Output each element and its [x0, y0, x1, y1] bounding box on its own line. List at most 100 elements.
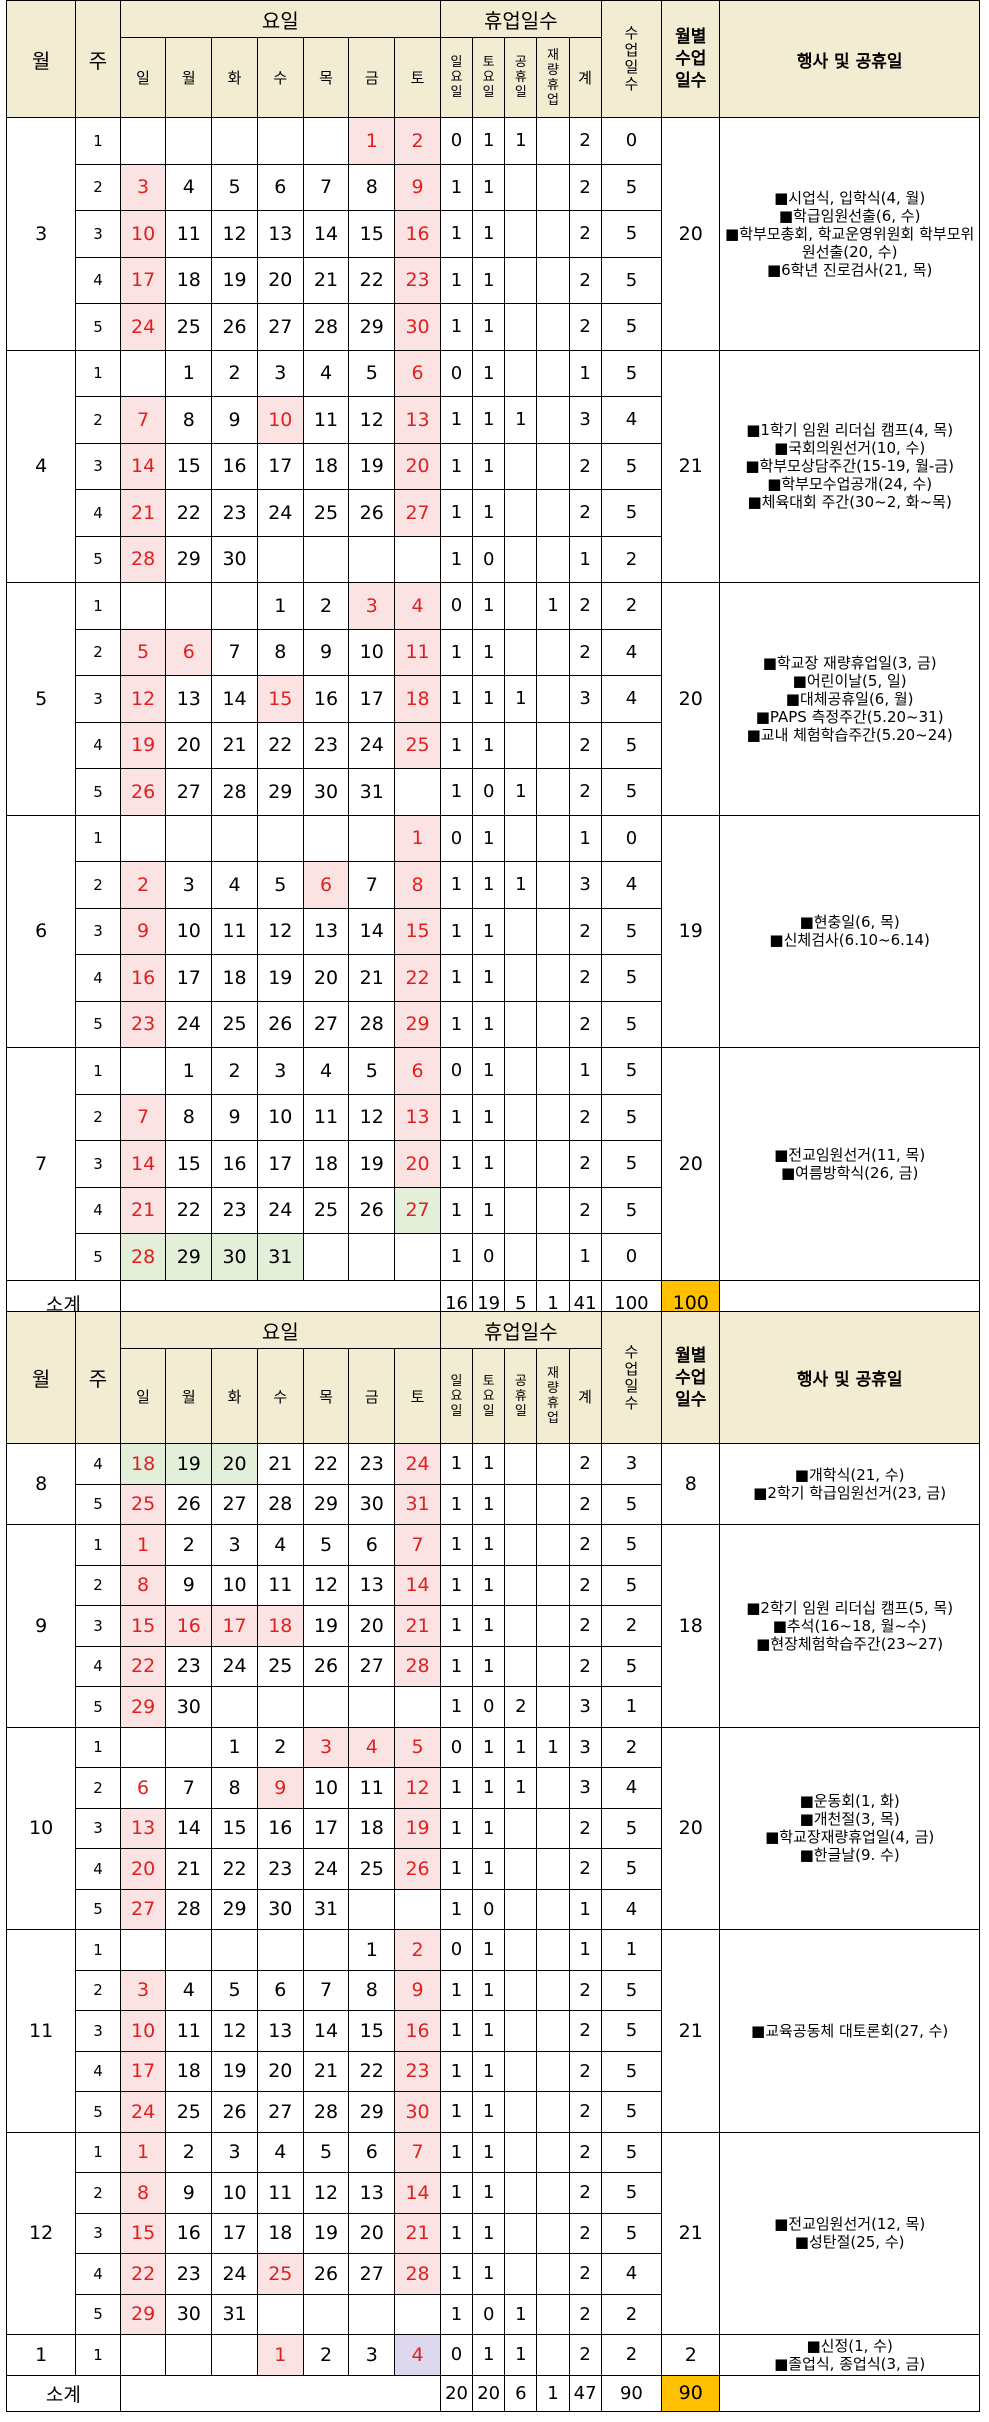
holiday-count-cell: 1 — [472, 303, 506, 351]
day-cell: 9 — [394, 1969, 441, 2011]
total-cell: 2 — [568, 1186, 602, 1234]
class-days-cell: 5 — [600, 954, 663, 1002]
day-cell — [119, 814, 167, 862]
holiday-count-cell — [536, 210, 570, 258]
header-char: 일 — [450, 1373, 463, 1389]
event-item: ■2학기 학급임원선거(23, 금) — [753, 1484, 947, 1502]
day-cell: 22 — [302, 1443, 350, 1485]
header-char: 일수 — [675, 71, 707, 91]
header-char: 일 — [624, 1376, 639, 1395]
class-days-cell: 5 — [600, 349, 663, 397]
day-cell: 13 — [348, 1564, 396, 1606]
holiday-count-cell — [536, 1443, 570, 1485]
holiday-count-cell — [504, 349, 538, 397]
day-cell: 5 — [211, 163, 258, 211]
day-cell: 6 — [256, 163, 304, 211]
header-day-2: 화 — [211, 37, 258, 118]
month-cell: 9 — [5, 1524, 77, 1728]
week-cell: 5 — [75, 535, 121, 583]
events-cell: ■전교임원선거(11, 목) ■여름방학식(26, 금) — [719, 1047, 980, 1281]
header-char: 업 — [624, 41, 639, 59]
day-cell: 26 — [211, 303, 258, 351]
total-cell: 2 — [568, 1969, 602, 2011]
table-row: 5 27 28 29 30 31 1 0 1 4 — [7, 1888, 980, 1930]
day-cell — [256, 535, 304, 583]
holiday-count-cell: 1 — [472, 2212, 506, 2254]
day-cell: 19 — [348, 1140, 396, 1188]
week-cell: 3 — [75, 1605, 121, 1647]
day-cell: 30 — [394, 2091, 441, 2133]
day-cell: 7 — [302, 163, 350, 211]
holiday-count-cell: 2 — [504, 1686, 538, 1728]
table-row: 5 28 29 30 31 1 0 1 0 — [7, 1233, 980, 1281]
day-cell: 1 — [348, 1929, 396, 1971]
holiday-count-cell: 0 — [472, 1686, 506, 1728]
header-holiday-group: 휴업일수 — [439, 0, 602, 38]
holiday-count-cell — [536, 163, 570, 211]
class-days-cell: 3 — [600, 1443, 663, 1485]
week-cell: 1 — [75, 582, 121, 630]
day-cell: 2 — [256, 1726, 304, 1768]
holiday-count-cell — [504, 1000, 538, 1048]
day-cell: 16 — [211, 442, 258, 490]
week-cell: 3 — [75, 2212, 121, 2254]
class-days-cell: 1 — [600, 1929, 663, 1971]
header-char: 업 — [546, 1411, 559, 1426]
header-monthly-days: 월별 수업 일수 — [661, 1311, 721, 1444]
total-cell: 2 — [568, 1564, 602, 1606]
day-cell: 25 — [211, 1000, 258, 1048]
day-cell — [119, 349, 167, 397]
holiday-count-cell: 1 — [439, 768, 474, 816]
header-char: 휴 — [514, 70, 527, 85]
day-cell: 19 — [119, 721, 167, 769]
holiday-count-cell: 1 — [439, 2293, 474, 2335]
holiday-count-cell: 1 — [439, 954, 474, 1002]
holiday-count-cell: 1 — [472, 1524, 506, 1566]
day-cell: 23 — [165, 1645, 213, 1687]
class-days-cell: 1 — [600, 1686, 663, 1728]
week-cell: 3 — [75, 1140, 121, 1188]
day-cell: 15 — [119, 2212, 167, 2254]
day-cell: 29 — [302, 1483, 350, 1525]
day-cell: 14 — [394, 1564, 441, 1606]
day-cell: 10 — [165, 907, 213, 955]
holiday-count-cell — [504, 489, 538, 537]
holiday-count-cell: 1 — [439, 396, 474, 444]
holiday-count-cell: 1 — [439, 535, 474, 583]
day-cell: 28 — [211, 768, 258, 816]
class-days-cell: 2 — [600, 1726, 663, 1768]
table-row: 12 1 1 2 3 4 5 6 7 1 1 2 5 21 ■전교임원선거(12, 목) ■성탄절(25, 수… — [5, 2131, 980, 2335]
header-char: 일 — [514, 1403, 527, 1419]
day-cell: 20 — [394, 442, 441, 490]
subtotal-holiday: 20 — [439, 2374, 474, 2412]
day-cell — [302, 1929, 350, 1971]
holiday-count-cell: 1 — [439, 210, 474, 258]
day-cell: 6 — [119, 1767, 167, 1809]
day-cell: 12 — [394, 1767, 441, 1809]
week-cell: 1 — [75, 2334, 121, 2376]
day-cell: 21 — [394, 1605, 441, 1647]
day-cell — [119, 1929, 167, 1971]
holiday-count-cell — [536, 1767, 570, 1809]
holiday-count-cell: 1 — [439, 1443, 474, 1485]
holiday-count-cell: 0 — [439, 582, 474, 630]
event-item: ■체육대회 주간(30~2, 화~목) — [747, 493, 952, 512]
day-cell: 17 — [211, 1605, 258, 1647]
holiday-count-cell: 1 — [472, 861, 506, 909]
day-cell: 8 — [165, 396, 213, 444]
holiday-count-cell — [536, 1524, 570, 1566]
holiday-count-cell — [536, 814, 570, 862]
holiday-count-cell: 1 — [439, 1686, 474, 1728]
day-cell — [165, 582, 213, 630]
day-cell — [119, 2334, 167, 2376]
holiday-count-cell: 1 — [472, 1564, 506, 1606]
holiday-count-cell: 1 — [439, 1564, 474, 1606]
month-cell: 11 — [5, 1929, 77, 2133]
day-cell: 7 — [302, 1969, 350, 2011]
day-cell: 24 — [348, 721, 396, 769]
day-cell: 21 — [256, 1443, 304, 1485]
day-cell — [119, 1047, 167, 1095]
holiday-count-cell — [536, 1093, 570, 1141]
holiday-count-cell — [504, 1443, 538, 1485]
